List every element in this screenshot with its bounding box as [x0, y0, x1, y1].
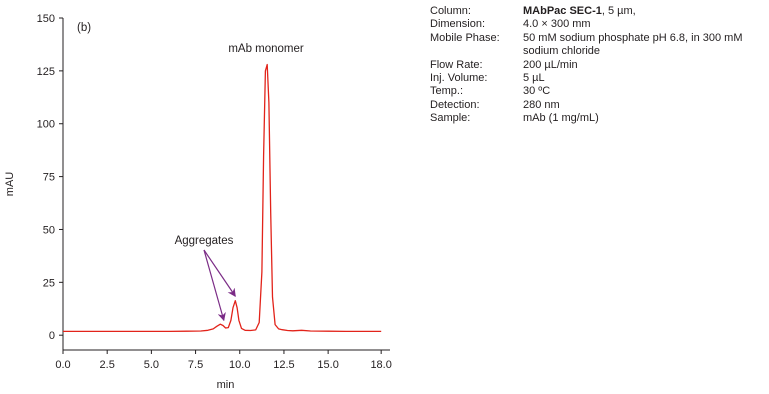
condition-value-text: 4.0 × 300 mm	[523, 18, 591, 31]
y-tick-label: 125	[37, 66, 55, 78]
condition-value: 200 µL/min	[523, 59, 763, 72]
y-tick-label: 75	[43, 172, 55, 184]
condition-value: 30 ºC	[523, 85, 763, 98]
condition-value-text: 200 µL/min	[523, 58, 578, 71]
condition-row: Sample: mAb (1 mg/mL)	[430, 112, 763, 125]
condition-value: 4.0 × 300 mm	[523, 18, 763, 31]
aggregate-arrow	[203, 249, 226, 322]
condition-label: Temp.:	[430, 85, 464, 98]
condition-value: mAb (1 mg/mL)	[523, 112, 763, 125]
column-name: MAbPac SEC-1	[523, 5, 602, 17]
x-tick-label: 10.0	[229, 359, 250, 371]
series-layer	[63, 63, 382, 333]
condition-value-text: 50 mM sodium phosphate pH 6.8, in 300 mM…	[523, 31, 743, 58]
x-ticks: 0.0 2.5 5.0 7.5 10.0 12.5 15.0 18.0	[55, 350, 392, 371]
x-tick-label: 18.0	[370, 359, 391, 371]
condition-row: Temp.: 30 ºC	[430, 85, 763, 98]
x-tick-label: 7.5	[188, 359, 203, 371]
peak-label-aggregates: Aggregates	[175, 235, 234, 247]
condition-row: Inj. Volume: 5 µL	[430, 72, 763, 85]
annotations: (b) mAb monomer Aggregates	[77, 22, 304, 322]
y-tick-label: 25	[43, 277, 55, 289]
x-tick-label: 0.0	[55, 359, 70, 371]
y-axis-title: mAU	[4, 172, 16, 197]
x-tick-label: 15.0	[317, 359, 338, 371]
condition-label: Dimension:	[430, 18, 486, 31]
y-tick-label: 150	[37, 13, 55, 25]
condition-label: Inj. Volume:	[430, 72, 488, 85]
condition-value: 50 mM sodium phosphate pH 6.8, in 300 mM…	[523, 32, 763, 59]
chromatogram-trace	[63, 63, 382, 333]
y-tick-label: 0	[49, 330, 55, 342]
condition-value-text: 5 µL	[523, 72, 545, 85]
x-axis-title: min	[217, 379, 235, 391]
x-tick-label: 12.5	[273, 359, 294, 371]
condition-value: 280 nm	[523, 99, 763, 112]
condition-row: Flow Rate: 200 µL/min	[430, 59, 763, 72]
condition-row: Mobile Phase: 50 mM sodium phosphate pH 6…	[430, 32, 763, 59]
x-tick-label: 5.0	[144, 359, 159, 371]
panel-label: (b)	[77, 22, 91, 34]
condition-value: 5 µL	[523, 72, 763, 85]
axes	[62, 18, 390, 351]
peak-label-monomer: mAb monomer	[228, 43, 304, 55]
condition-value: MAbPac SEC-1, 5 µm,	[523, 5, 763, 18]
condition-label: Detection:	[430, 98, 480, 111]
y-tick-label: 100	[37, 119, 55, 131]
condition-value-text: mAb (1 mg/mL)	[523, 112, 599, 125]
condition-row: Column: MAbPac SEC-1, 5 µm,	[430, 5, 763, 18]
y-tick-label: 50	[43, 224, 55, 236]
condition-row: Dimension: 4.0 × 300 mm	[430, 18, 763, 31]
condition-label: Sample:	[430, 112, 471, 125]
y-ticks: 0 25 50 75 100 125 150	[37, 13, 63, 342]
condition-row: Detection: 280 nm	[430, 99, 763, 112]
x-tick-label: 2.5	[100, 359, 115, 371]
condition-label: Mobile Phase:	[430, 31, 500, 44]
condition-value-text: 280 nm	[523, 98, 560, 111]
method-conditions: Column: MAbPac SEC-1, 5 µm, Dimension: 4.0 …	[430, 5, 763, 126]
condition-label: Flow Rate:	[430, 58, 483, 71]
aggregate-arrow	[203, 249, 236, 297]
condition-value-text: 30 ºC	[523, 85, 551, 98]
condition-label: Column:	[430, 5, 471, 17]
condition-value-text: , 5 µm,	[601, 5, 636, 17]
